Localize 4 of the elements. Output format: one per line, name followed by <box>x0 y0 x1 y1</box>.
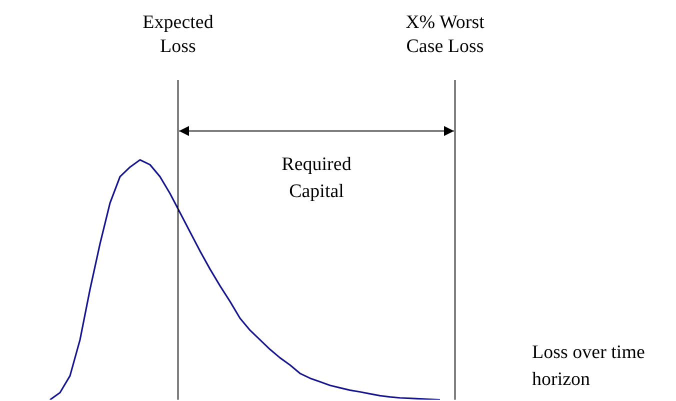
x-axis-title: Loss over time horizon <box>532 342 645 390</box>
text: Expected Loss <box>142 12 214 57</box>
annotation: Required Capital <box>282 154 352 202</box>
text: X% Worst Case Loss <box>406 12 486 57</box>
